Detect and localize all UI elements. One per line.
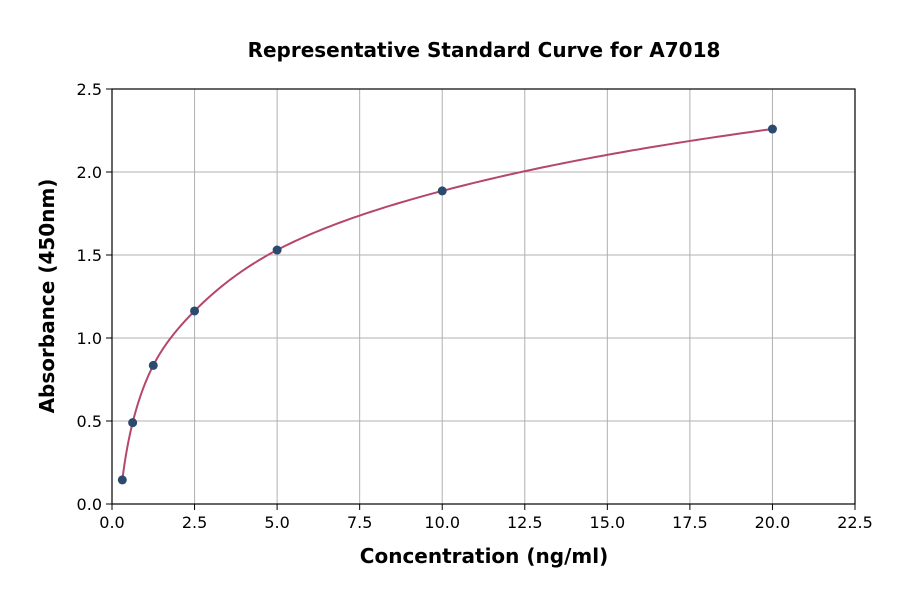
data-point [128, 418, 138, 428]
y-tick-label: 1.0 [77, 329, 102, 348]
plot-frame [111, 88, 856, 505]
fit-curve [121, 128, 773, 481]
data-point [148, 360, 158, 370]
y-tick-label: 2.5 [77, 80, 102, 99]
y-axis-label: Absorbance (450nm) [35, 179, 59, 414]
x-tick-label: 5.0 [264, 513, 289, 532]
y-tick-label: 0.5 [77, 412, 102, 431]
data-points [117, 124, 777, 485]
fit-curve-layer [121, 128, 773, 481]
x-tick-label: 2.5 [182, 513, 207, 532]
x-tick-label: 0.0 [99, 513, 124, 532]
data-point [437, 186, 447, 196]
x-axis-ticks: 0.0 2.5 5.0 7.5 10.0 12.5 15.0 17.5 20.0 22.5 [99, 504, 873, 532]
data-point [767, 124, 777, 134]
y-tick-label: 2.0 [77, 163, 102, 182]
x-tick-label: 20.0 [755, 513, 791, 532]
x-tick-label: 17.5 [672, 513, 708, 532]
x-axis-label: Concentration (ng/ml) [360, 544, 608, 568]
data-point [272, 245, 282, 255]
x-tick-label: 15.0 [590, 513, 626, 532]
grid [111, 88, 856, 505]
x-tick-label: 12.5 [507, 513, 543, 532]
y-tick-label: 0.0 [77, 495, 102, 514]
data-point [190, 306, 200, 316]
y-tick-label: 1.5 [77, 246, 102, 265]
chart-title: Representative Standard Curve for A7018 [248, 38, 721, 62]
y-axis-ticks: 0.0 0.5 1.0 1.5 2.0 2.5 [77, 80, 112, 514]
x-tick-label: 7.5 [347, 513, 372, 532]
x-tick-label: 22.5 [837, 513, 873, 532]
x-tick-label: 10.0 [424, 513, 460, 532]
data-point [117, 475, 127, 485]
